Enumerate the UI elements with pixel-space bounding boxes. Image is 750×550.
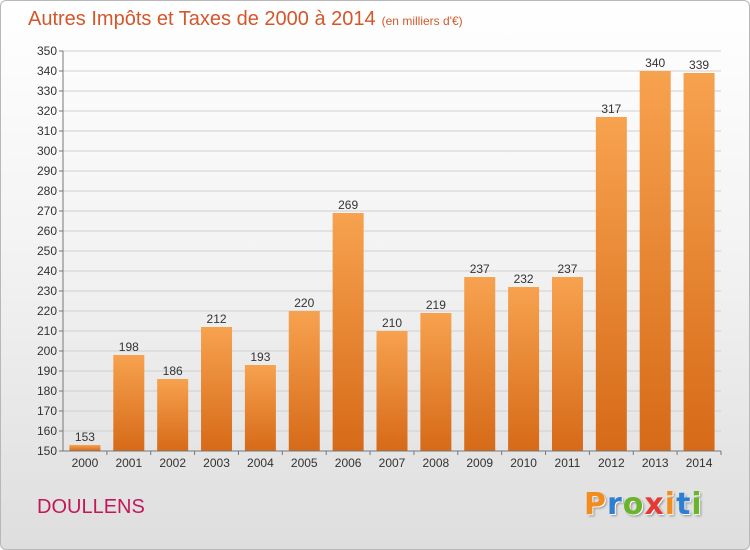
y-tick-label: 240 bbox=[37, 264, 57, 278]
x-tick-label: 2000 bbox=[72, 456, 99, 470]
logo-letter: o bbox=[622, 487, 645, 522]
bar-2001 bbox=[113, 355, 145, 451]
logo-letter: x bbox=[644, 487, 665, 522]
proxiti-logo: Proxiti bbox=[584, 487, 703, 522]
logo-letter: t bbox=[676, 487, 692, 522]
bar-2008 bbox=[420, 313, 452, 451]
y-tick-label: 190 bbox=[37, 364, 57, 378]
data-label: 210 bbox=[382, 316, 402, 330]
y-tick-label: 320 bbox=[37, 104, 57, 118]
y-tick-label: 250 bbox=[37, 244, 57, 258]
data-label: 237 bbox=[557, 262, 577, 276]
data-label: 317 bbox=[601, 102, 621, 116]
x-tick-label: 2003 bbox=[203, 456, 230, 470]
y-tick-label: 330 bbox=[37, 84, 57, 98]
y-tick-label: 270 bbox=[37, 204, 57, 218]
bar-2009 bbox=[464, 277, 496, 451]
bar-2005 bbox=[288, 311, 320, 451]
y-tick-label: 170 bbox=[37, 404, 57, 418]
y-tick-label: 290 bbox=[37, 164, 57, 178]
x-tick-label: 2006 bbox=[335, 456, 362, 470]
city-name: DOULLENS bbox=[37, 496, 145, 518]
data-label: 220 bbox=[294, 296, 314, 310]
y-tick-label: 150 bbox=[37, 444, 57, 458]
y-tick-label: 180 bbox=[37, 384, 57, 398]
bar-2007 bbox=[376, 331, 408, 451]
y-tick-label: 280 bbox=[37, 184, 57, 198]
data-label: 153 bbox=[75, 430, 95, 444]
y-tick-label: 260 bbox=[37, 224, 57, 238]
bar-2011 bbox=[551, 277, 583, 451]
bar-2010 bbox=[508, 287, 540, 451]
data-label: 193 bbox=[250, 350, 270, 364]
x-tick-label: 2009 bbox=[466, 456, 493, 470]
data-label: 269 bbox=[338, 198, 358, 212]
data-label: 212 bbox=[207, 312, 227, 326]
y-tick-label: 340 bbox=[37, 64, 57, 78]
x-tick-label: 2007 bbox=[379, 456, 406, 470]
bar-2006 bbox=[332, 213, 364, 451]
data-label: 198 bbox=[119, 340, 139, 354]
data-label: 340 bbox=[645, 56, 665, 70]
y-tick-label: 220 bbox=[37, 304, 57, 318]
bar-2013 bbox=[639, 71, 671, 451]
bars bbox=[69, 71, 715, 451]
x-tick-label: 2005 bbox=[291, 456, 318, 470]
x-tick-label: 2010 bbox=[510, 456, 537, 470]
bar-2012 bbox=[595, 117, 627, 451]
x-tick-label: 2013 bbox=[642, 456, 669, 470]
chart-title: Autres Impôts et Taxes de 2000 à 2014 (en… bbox=[28, 8, 463, 31]
x-tick-label: 2001 bbox=[115, 456, 142, 470]
chart-subtitle: (en milliers d'€) bbox=[381, 14, 463, 28]
y-tick-label: 300 bbox=[37, 144, 57, 158]
chart-title-text: Autres Impôts et Taxes de 2000 à 2014 bbox=[28, 8, 376, 30]
x-tick-label: 2014 bbox=[686, 456, 713, 470]
x-tick-label: 2012 bbox=[598, 456, 625, 470]
x-tick-label: 2002 bbox=[159, 456, 186, 470]
bar-2000 bbox=[69, 445, 101, 451]
data-label: 237 bbox=[470, 262, 490, 276]
data-label: 186 bbox=[163, 364, 183, 378]
logo-letter: i bbox=[664, 487, 677, 522]
y-axis: 150 160 170 180 190 200 210 220 230 240 250 260 270 2… bbox=[37, 44, 64, 458]
bar-2014 bbox=[683, 73, 715, 451]
y-tick-label: 160 bbox=[37, 424, 57, 438]
y-tick-label: 310 bbox=[37, 124, 57, 138]
y-tick-label: 200 bbox=[37, 344, 57, 358]
y-tick-label: 350 bbox=[37, 44, 57, 58]
bar-2004 bbox=[244, 365, 276, 451]
logo-letter: r bbox=[607, 487, 623, 522]
x-tick-label: 2004 bbox=[247, 456, 274, 470]
logo-letter: i bbox=[691, 487, 703, 522]
data-label: 232 bbox=[514, 272, 534, 286]
x-tick-label: 2011 bbox=[555, 456, 581, 470]
logo-letter: P bbox=[584, 487, 607, 522]
data-labels: 153 198 186 212 193 220 269 210 219 237 232 237 317 3… bbox=[75, 56, 709, 444]
y-tick-label: 230 bbox=[37, 284, 57, 298]
y-tick-label: 210 bbox=[37, 324, 57, 338]
data-label: 339 bbox=[689, 58, 709, 72]
x-axis: 2000 2001 2002 2003 2004 2005 2006 2007 2008 2009… bbox=[63, 450, 722, 470]
x-tick-label: 2008 bbox=[423, 456, 450, 470]
data-label: 219 bbox=[426, 298, 446, 312]
bar-2003 bbox=[201, 327, 233, 451]
bar-2002 bbox=[157, 379, 189, 451]
